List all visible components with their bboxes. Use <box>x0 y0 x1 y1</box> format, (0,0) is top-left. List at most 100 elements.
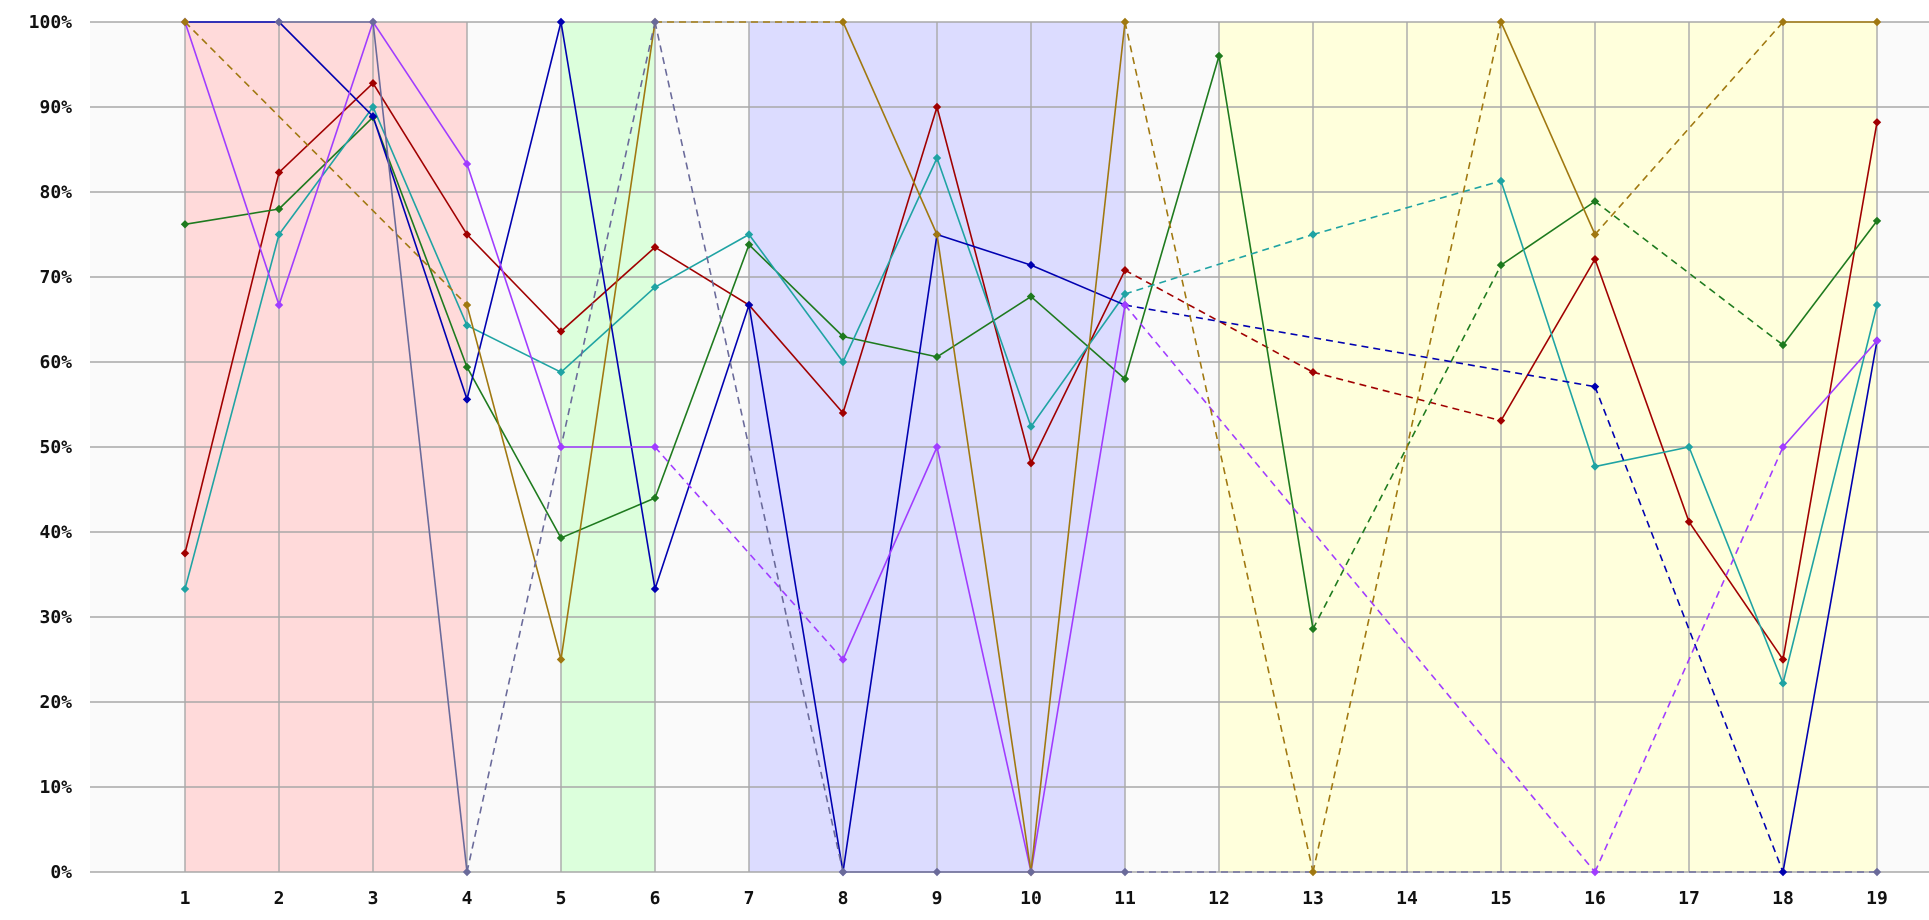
series-6-segment <box>1500 21 1596 235</box>
series-2-point <box>838 332 848 341</box>
series-2-point <box>1120 374 1130 384</box>
series-1-point <box>180 549 190 558</box>
series-2-point <box>1308 624 1318 634</box>
series-6-segment <box>1124 21 1314 873</box>
series-2-point <box>180 220 190 229</box>
series-2-segment <box>748 244 844 338</box>
series-6-segment <box>466 304 562 660</box>
series-3-point <box>1684 442 1694 452</box>
series-points <box>180 17 1882 877</box>
series-1-segment <box>1688 521 1784 660</box>
series-1-point <box>1496 416 1506 425</box>
series-1-point <box>1120 266 1130 275</box>
y-axis-ticks: 0% 10% 20% 30% 40% 50% 60% 70% 80% 90% 100% <box>29 12 73 883</box>
series-2-segment <box>466 366 562 539</box>
series-1-segment <box>1030 269 1126 464</box>
series-2-segment <box>1782 220 1878 346</box>
series-2-segment <box>654 244 750 499</box>
y-tick-label: 70% <box>39 267 72 288</box>
series-1-point <box>650 243 660 252</box>
x-tick-label: 1 <box>180 888 191 909</box>
series-2-point <box>1778 340 1788 350</box>
series-1-point <box>368 79 378 88</box>
x-tick-label: 13 <box>1302 888 1324 909</box>
x-tick-label: 10 <box>1020 888 1042 909</box>
series-7-point <box>650 17 660 27</box>
series-2-segment <box>936 295 1032 358</box>
series-3-point <box>1308 230 1318 239</box>
x-tick-label: 17 <box>1678 888 1700 909</box>
series-2-segment <box>560 497 656 539</box>
series-2-point <box>1872 216 1882 226</box>
series-1-point <box>462 230 472 239</box>
series-3-point <box>838 357 848 367</box>
y-tick-label: 40% <box>39 522 72 543</box>
series-2-segment <box>1218 55 1314 630</box>
series-6-segment <box>936 234 1032 873</box>
series-4-point <box>368 112 378 121</box>
series-1-segment <box>1500 258 1596 422</box>
series-1-point <box>1778 655 1788 664</box>
series-3-point <box>1590 462 1600 471</box>
series-3-point <box>1778 679 1788 688</box>
gridlines <box>90 21 1929 873</box>
series-1-point <box>1026 458 1036 468</box>
series-4-point <box>744 300 754 310</box>
series-6-point <box>180 17 190 27</box>
series-1-point <box>1590 254 1600 264</box>
series-2-point <box>274 204 284 214</box>
series-3-point <box>180 584 190 594</box>
series-5-point <box>556 442 566 452</box>
x-axis-ticks: 1 2 3 4 5 6 7 8 9 10 11 12 13 14 15 16 17 18 19 <box>180 888 1888 909</box>
series-6-segment <box>184 21 468 306</box>
series-1-point <box>1684 517 1694 526</box>
series-6-segment <box>1312 21 1502 873</box>
series-2-point <box>932 352 942 362</box>
series-2-point <box>556 533 566 543</box>
series-4-segment <box>466 21 562 400</box>
series-2-segment <box>1594 200 1784 346</box>
x-tick-label: 11 <box>1114 888 1136 909</box>
y-tick-label: 20% <box>39 692 72 713</box>
series-6-point <box>1308 867 1318 877</box>
x-tick-label: 5 <box>556 888 567 909</box>
series-6-point <box>462 300 472 310</box>
series-5-segment <box>842 446 938 660</box>
series-1-segment <box>1312 371 1502 422</box>
y-tick-label: 90% <box>39 97 72 118</box>
series-7-point <box>274 17 284 27</box>
y-tick-label: 80% <box>39 182 72 203</box>
x-tick-label: 18 <box>1772 888 1794 909</box>
series-5-segment <box>372 21 468 165</box>
series-1-segment <box>184 172 280 554</box>
series-7-point <box>1026 867 1036 877</box>
series-5-point <box>274 300 284 310</box>
y-tick-label: 10% <box>39 777 72 798</box>
series-6-point <box>932 230 942 239</box>
series-4-segment <box>654 304 750 590</box>
series-3-point <box>1496 176 1506 186</box>
series-5-segment <box>278 21 374 306</box>
series-6-point <box>556 655 566 664</box>
series-6-point <box>1778 17 1788 27</box>
x-tick-label: 8 <box>838 888 849 909</box>
series-4-point <box>1778 867 1788 877</box>
series-2-point <box>744 240 754 249</box>
series-7-point <box>932 867 942 877</box>
series-4-segment <box>748 304 844 873</box>
series-1-segment <box>748 304 844 414</box>
series-lines <box>184 21 1878 873</box>
x-tick-label: 3 <box>368 888 379 909</box>
x-tick-label: 4 <box>462 888 473 909</box>
x-tick-label: 14 <box>1396 888 1418 909</box>
series-5-segment <box>1782 340 1878 448</box>
series-3-point <box>462 321 472 330</box>
series-2-point <box>1496 260 1506 270</box>
series-5-segment <box>1030 304 1126 873</box>
series-5-point <box>838 655 848 664</box>
x-tick-label: 12 <box>1208 888 1230 909</box>
series-4-segment <box>278 21 374 117</box>
series-2-point <box>1214 51 1224 61</box>
series-3-point <box>1120 289 1130 299</box>
y-tick-label: 0% <box>50 862 72 883</box>
